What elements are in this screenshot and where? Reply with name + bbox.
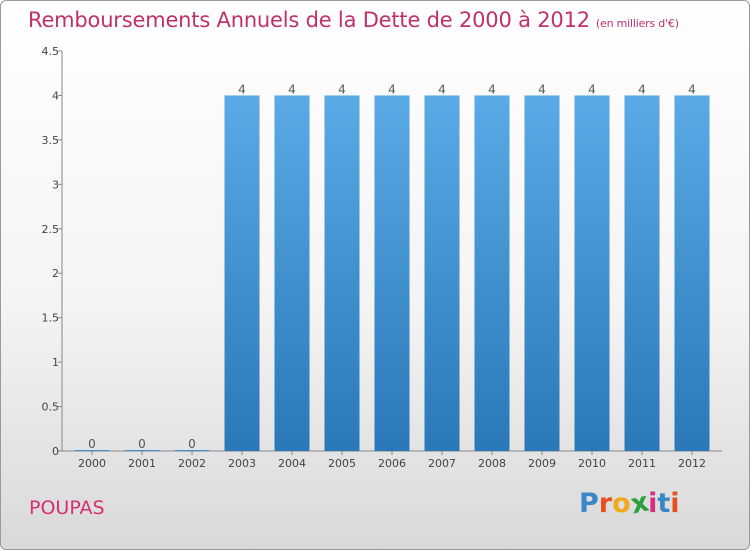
y-tick-label: 1 [52, 356, 59, 369]
logo-letter: i [670, 488, 680, 519]
chart-subtitle: (en milliers d'€) [595, 17, 679, 30]
data-label: 4 [538, 82, 546, 96]
x-tick-label: 2005 [328, 457, 356, 470]
bar [674, 95, 710, 451]
x-tick-label: 2012 [678, 457, 706, 470]
bar [174, 450, 210, 451]
data-label: 4 [388, 82, 396, 96]
logo-letter: o [612, 488, 631, 519]
data-label: 0 [138, 437, 146, 451]
x-tick-label: 2004 [278, 457, 306, 470]
data-label: 4 [338, 82, 346, 96]
logo-letter: t [657, 488, 671, 519]
x-tick-label: 2001 [128, 457, 156, 470]
x-tick-label: 2000 [78, 457, 106, 470]
bar [474, 95, 510, 451]
bar [424, 95, 460, 451]
bar [124, 450, 160, 451]
axes: 0 0.5 1 1.5 2 2.5 3 3.5 4 4.5 2000 2001 2002 2003 2004… [42, 45, 722, 470]
bars [74, 95, 710, 451]
x-tick-label: 2008 [478, 457, 506, 470]
bar [324, 95, 360, 451]
bar [374, 95, 410, 451]
x-tick-label: 2003 [228, 457, 256, 470]
y-tick-label: 0 [52, 445, 59, 458]
bar [74, 450, 110, 451]
proxiti-logo: Proxiti [579, 487, 680, 521]
x-tick-label: 2011 [628, 457, 656, 470]
bar [624, 95, 660, 451]
logo-letter: P [579, 488, 599, 519]
data-label: 4 [438, 82, 446, 96]
data-label: 4 [588, 82, 596, 96]
x-tick-label: 2009 [528, 457, 556, 470]
bar [224, 95, 260, 451]
data-label: 0 [88, 437, 96, 451]
x-tick-label: 2007 [428, 457, 456, 470]
y-tick-label: 2.5 [42, 223, 60, 236]
logo-letter: i [648, 488, 658, 519]
data-labels: 0 0 0 4 4 4 4 4 4 4 4 4 4 [88, 82, 696, 451]
data-label: 4 [638, 82, 646, 96]
y-tick-label: 2 [52, 267, 59, 280]
y-tick-label: 4.5 [42, 45, 60, 58]
y-tick-label: 3.5 [42, 134, 60, 147]
data-label: 0 [188, 437, 196, 451]
chart-title: Remboursements Annuels de la Dette de 20… [28, 8, 679, 32]
logo-letter: r [598, 488, 613, 519]
data-label: 4 [488, 82, 496, 96]
y-tick-label: 3 [52, 178, 59, 191]
y-tick-label: 1.5 [42, 312, 60, 325]
data-label: 4 [288, 82, 296, 96]
x-tick-label: 2010 [578, 457, 606, 470]
bar [574, 95, 610, 451]
bar [274, 95, 310, 451]
y-tick-label: 0.5 [42, 401, 60, 414]
commune-name: POUPAS [29, 497, 105, 519]
data-label: 4 [238, 82, 246, 96]
data-label: 4 [688, 82, 696, 96]
y-tick-label: 4 [52, 89, 59, 102]
x-tick-label: 2002 [178, 457, 206, 470]
x-tick-label: 2006 [378, 457, 406, 470]
bar [524, 95, 560, 451]
